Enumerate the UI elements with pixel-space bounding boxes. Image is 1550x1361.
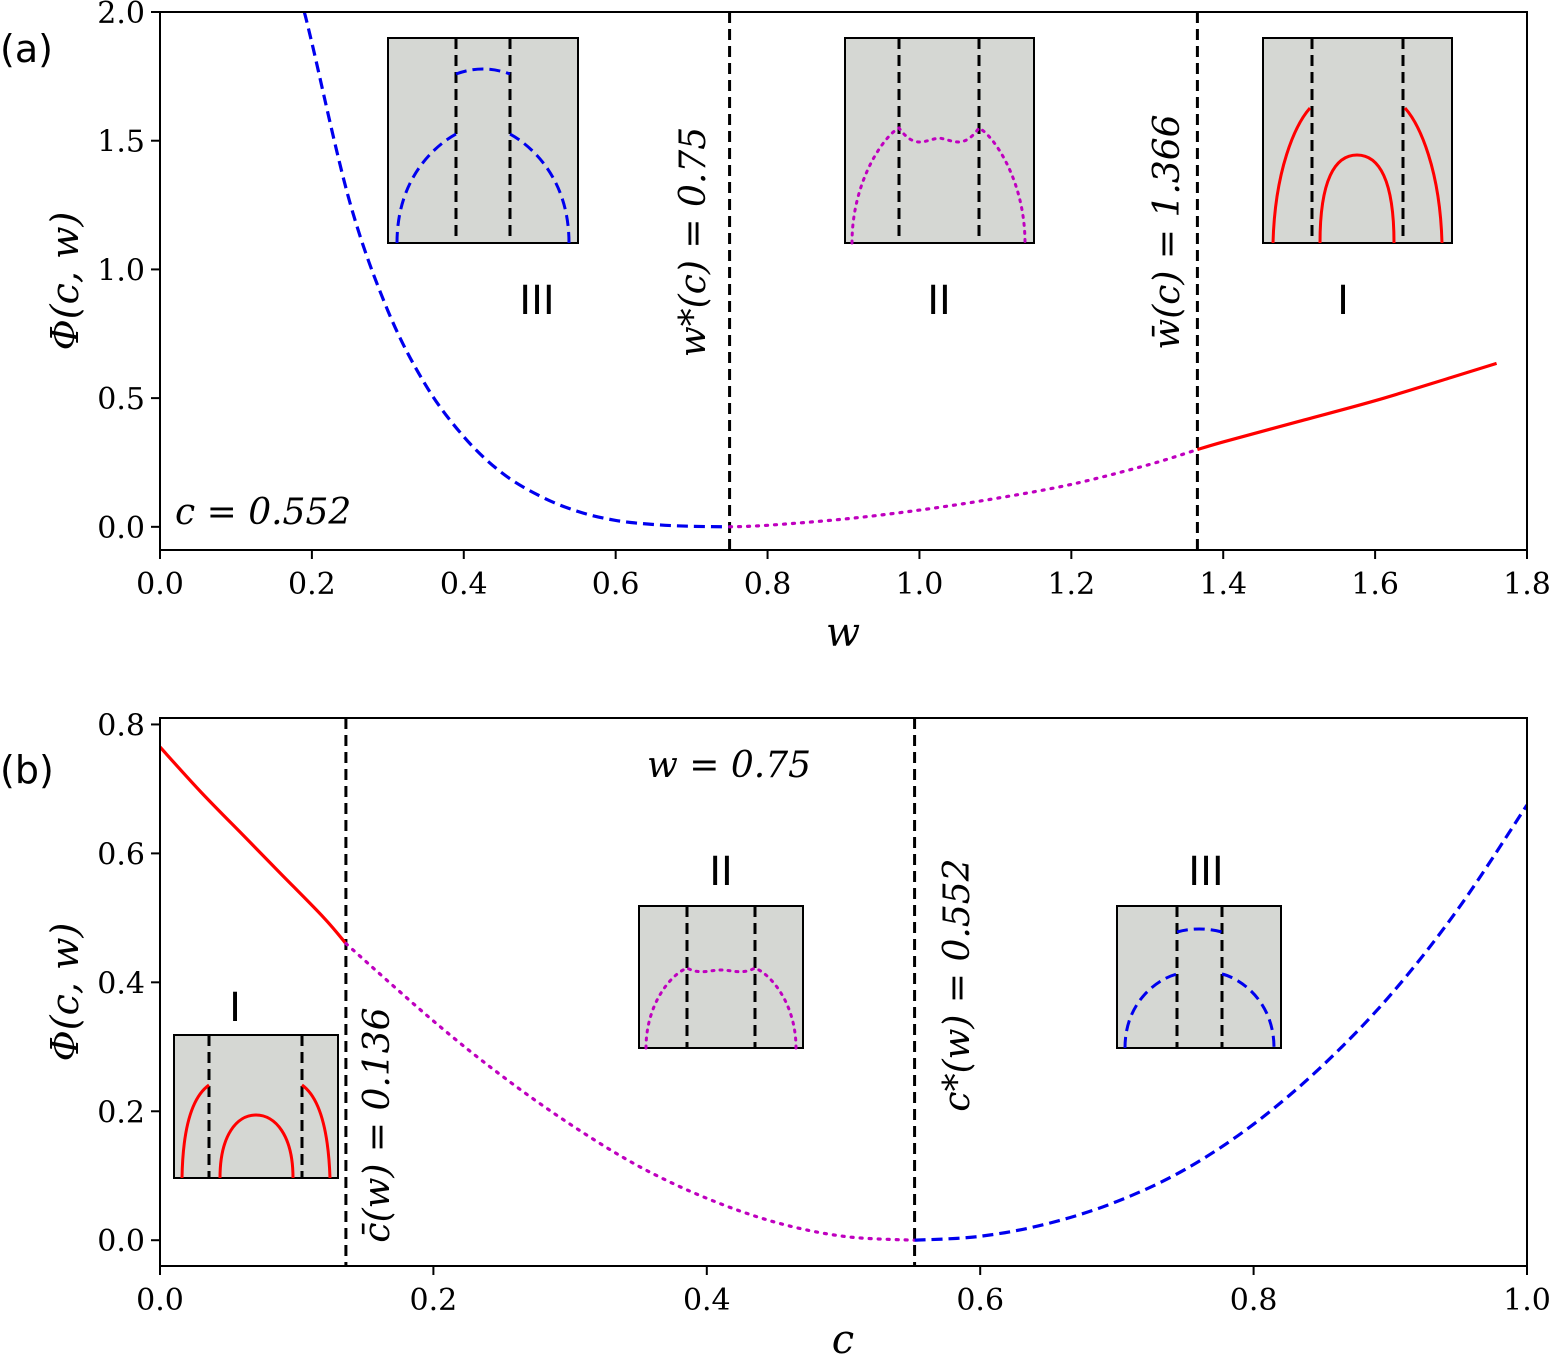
inset-curve xyxy=(850,126,1027,245)
panel-b-inset-I xyxy=(173,1034,339,1179)
panel-b-y-axis-label: Φ(c, w) xyxy=(43,923,87,1062)
x-tick-label: 1.0 xyxy=(1503,1283,1550,1318)
y-tick-label: 0.4 xyxy=(97,966,145,1001)
panel-a-vline-label-wbar: w̄(c) = 1.366 xyxy=(1147,114,1188,349)
x-tick-label: 0.4 xyxy=(683,1283,731,1318)
panel-b-label: (b) xyxy=(0,748,54,792)
panel-a-x-axis-label: w xyxy=(826,610,860,656)
x-tick-label: 0.2 xyxy=(288,567,336,602)
y-tick-label: 1.5 xyxy=(97,125,145,160)
x-tick-label: 0.0 xyxy=(136,567,184,602)
panel-a-y-ticks: 0.0 0.5 1.0 1.5 2.0 xyxy=(97,0,160,546)
panel-a-y-axis-label: Φ(c, w) xyxy=(43,212,87,351)
panel-b-region-label-III: III xyxy=(1188,849,1223,895)
panel-b-vline-label-cstar: c*(w) = 0.552 xyxy=(937,858,978,1111)
x-tick-label: 1.6 xyxy=(1351,567,1399,602)
inset-box xyxy=(173,1034,339,1179)
y-tick-label: 0.6 xyxy=(97,837,145,872)
panel-b: (b) I II III w = 0.75 xyxy=(0,708,1550,1361)
inset-box xyxy=(638,905,804,1049)
panel-a: (a) III II I w*(c) xyxy=(0,0,1550,656)
panel-b-x-axis-label: c xyxy=(832,1317,854,1361)
inset-curve xyxy=(644,966,798,1050)
panel-a-x-ticks: 0.0 0.2 0.4 0.6 0.8 1.0 1.2 1.4 1.6 1.8 xyxy=(136,550,1550,602)
x-tick-label: 1.0 xyxy=(896,567,944,602)
series-II-line xyxy=(344,942,917,1242)
panel-a-region-label-II: II xyxy=(927,278,951,324)
inset-curve-top xyxy=(455,67,511,76)
y-tick-label: 0.8 xyxy=(97,708,145,743)
y-tick-label: 0.0 xyxy=(97,511,145,546)
x-tick-label: 0.8 xyxy=(744,567,792,602)
panel-a-curves xyxy=(302,12,1498,529)
y-tick-label: 1.0 xyxy=(97,253,145,288)
inset-curve-right xyxy=(509,132,571,244)
panel-a-axes-frame xyxy=(159,11,1528,551)
x-tick-label: 0.2 xyxy=(410,1283,458,1318)
series-II-line xyxy=(728,448,1199,529)
inset-box xyxy=(387,37,579,244)
panel-b-region-label-I: I xyxy=(229,985,241,1031)
inset-curve-right xyxy=(1221,972,1276,1049)
x-tick-label: 0.8 xyxy=(1230,1283,1278,1318)
inset-curve-right xyxy=(301,1083,332,1179)
panel-a-inset-III xyxy=(387,37,579,244)
inset-box xyxy=(844,37,1035,244)
panel-b-x-ticks: 0.0 0.2 0.4 0.6 0.8 1.0 xyxy=(136,1266,1550,1318)
panel-b-curves xyxy=(160,745,1527,1242)
panel-b-y-ticks: 0.0 0.2 0.4 0.6 0.8 xyxy=(97,708,160,1259)
panel-a-vline-label-wstar: w*(c) = 0.75 xyxy=(673,127,714,357)
inset-curve-left xyxy=(180,1083,210,1179)
inset-curve-middle xyxy=(1318,153,1396,244)
x-tick-label: 1.2 xyxy=(1047,567,1095,602)
panel-a-region-label-III: III xyxy=(519,278,554,324)
inset-curve-left xyxy=(1123,972,1178,1049)
y-tick-label: 0.0 xyxy=(97,1224,145,1259)
panel-b-vline-label-cbar: c̄(w) = 0.136 xyxy=(357,1007,398,1242)
panel-a-label: (a) xyxy=(0,27,53,71)
x-tick-label: 0.6 xyxy=(956,1283,1004,1318)
panel-a-region-label-I: I xyxy=(1337,278,1349,324)
inset-curve-left xyxy=(395,132,457,244)
series-III-line xyxy=(302,12,730,529)
panel-b-region-label-II: II xyxy=(709,849,733,895)
y-tick-label: 2.0 xyxy=(97,0,145,31)
series-I-line xyxy=(160,745,348,945)
panel-a-inset-I xyxy=(1262,37,1453,244)
y-tick-label: 0.2 xyxy=(97,1095,145,1130)
panel-b-vlines xyxy=(344,718,917,1266)
panel-b-axes-frame xyxy=(159,717,1528,1267)
panel-a-vlines xyxy=(728,12,1199,550)
y-tick-label: 0.5 xyxy=(97,382,145,417)
series-III-line xyxy=(914,804,1527,1242)
panel-b-param-text: w = 0.75 xyxy=(647,745,811,786)
panel-b-inset-II xyxy=(638,905,804,1050)
x-tick-label: 1.4 xyxy=(1199,567,1247,602)
inset-box xyxy=(1262,37,1453,244)
x-tick-label: 0.4 xyxy=(440,567,488,602)
panel-a-param-text: c = 0.552 xyxy=(175,492,351,533)
panel-b-inset-III xyxy=(1116,905,1282,1049)
x-tick-label: 1.8 xyxy=(1503,567,1550,602)
series-I-line xyxy=(1196,361,1498,452)
inset-curve-top xyxy=(1176,927,1223,934)
inset-curve-right xyxy=(1403,107,1444,244)
inset-curve-middle xyxy=(218,1113,295,1179)
x-tick-label: 0.6 xyxy=(592,567,640,602)
inset-box xyxy=(1116,905,1282,1049)
x-tick-label: 0.0 xyxy=(136,1283,184,1318)
panel-a-inset-II xyxy=(844,37,1035,245)
inset-curve-left xyxy=(1271,107,1312,244)
